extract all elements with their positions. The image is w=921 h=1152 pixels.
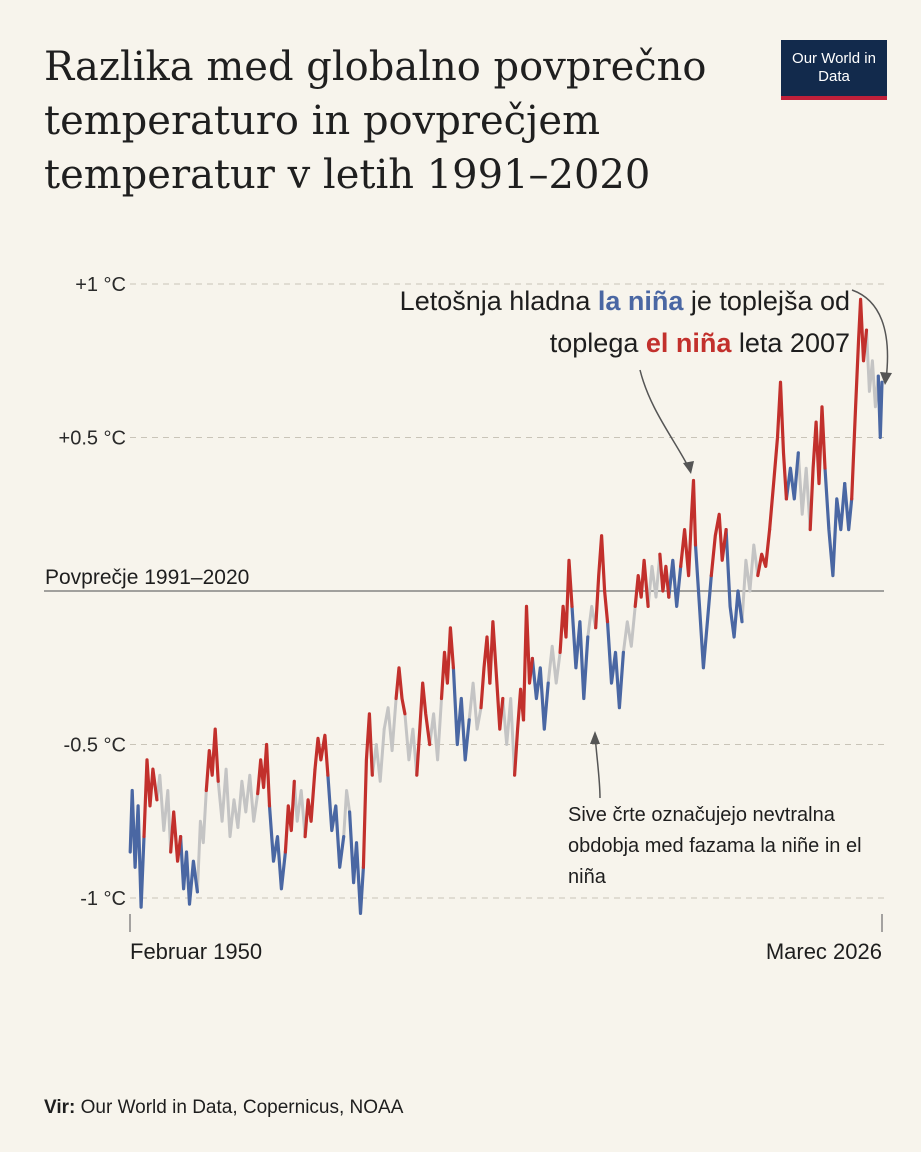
chart-title: Razlika med globalno povprečno temperatu… [44,44,707,198]
series-segment-la-nina [267,804,287,891]
series-segment-neutral [501,697,517,777]
series-segment-neutral [195,789,208,894]
series-segment-el-nino [313,733,330,777]
annotation-arrowhead-2007 [683,461,694,474]
series-segment-el-nino [361,712,374,869]
series-segment-el-nino [439,626,455,701]
series-segment-neutral [740,543,760,624]
series-segment-el-nino [679,478,698,578]
series-segment-el-nino [594,534,610,630]
series-segment-el-nino [142,758,159,839]
series-segment-el-nino [303,767,317,839]
x-tick-label-end: Marec 2026 [766,939,882,964]
series-segment-neutral [236,773,260,829]
series-segment-la-nina [784,451,800,501]
series-segment-la-nina [530,656,550,731]
owid-logo-text: Our World in Data [792,50,876,85]
y-tick-label: +0.5 °C [59,428,126,450]
series-segment-neutral [382,697,398,753]
series-segment-el-nino [512,687,526,777]
series-segment-neutral [646,552,662,608]
annotation-neutral-periods: Sive črte označujejo nevtralna obdobja m… [568,804,862,888]
series-segment-el-nino [256,742,272,808]
series-segment-la-nina [570,604,590,701]
series-segment-la-nina [823,466,847,578]
series-segment-la-nina [128,788,146,909]
series-segment-el-nino [169,810,183,863]
series-segment-neutral [292,779,307,839]
source-line: Vir: Our World in Data, Copernicus, NOAA [44,1097,403,1119]
series-segment-el-nino [709,512,728,578]
series-segment-el-nino [558,558,574,655]
source-label: Vir: [44,1097,76,1118]
series-segment-neutral [586,604,598,639]
series-segment-el-nino [488,620,505,731]
source-text: Our World in Data, Copernicus, NOAA [75,1097,404,1118]
reference-line-label: Povprečje 1991–2020 [45,566,249,589]
series-segment-la-nina [451,666,471,762]
la-nina-highlight: la niña [597,286,684,316]
series-segment-neutral [865,328,880,409]
series-segment-neutral [370,727,386,783]
annotation-line-1: Letošnja hladna la niña je toplejša od [270,280,850,322]
series-segment-neutral [342,789,352,839]
annotation-text: leta 2007 [731,328,850,358]
y-axis-ticks: +1 °C +0.5 °C -0.5 °C -1 °C [59,274,126,910]
series-segment-la-nina [667,558,683,609]
series-segment-la-nina [326,773,346,869]
annotation-arrow-2007 [639,369,691,471]
series-segment-el-nino [283,779,296,854]
series-segment-el-nino [756,527,772,578]
series-segment-neutral [155,773,173,854]
series-segment-neutral [467,681,483,731]
annotation-text: Letošnja hladna [399,286,598,316]
series-segment-la-nina [348,810,365,916]
temperature-series [128,297,884,916]
series-segment-el-nino [394,666,407,716]
y-tick-label: +1 °C [75,274,126,296]
series-segment-neutral [216,767,240,839]
series-segment-la-nina [724,527,744,639]
annotation-text: toplega [549,328,646,358]
annotation-la-nina-vs-el-nino: Letošnja hladna la niña je toplejša od t… [270,280,850,364]
series-segment-el-nino [415,681,432,777]
annotation-arrowhead-current [880,372,892,385]
annotation-line-2: toplega el niña leta 2007 [270,322,850,364]
series-segment-neutral [546,644,562,685]
owid-logo: Our World in Data [781,40,887,100]
series-segment-la-nina [179,834,199,906]
y-tick-label: -1 °C [80,888,126,910]
series-segment-el-nino [850,297,869,501]
el-nino-highlight: el niña [645,328,732,358]
series-segment-neutral [621,604,637,654]
series-segment-el-nino [479,635,492,710]
y-tick-label: -0.5 °C [64,735,126,757]
series-segment-neutral [428,697,443,762]
series-segment-la-nina [605,620,626,710]
series-segment-el-nino [808,405,827,532]
series-segment-la-nina [693,543,713,670]
series-segment-neutral [796,451,812,532]
annotation-text: je toplejša od [683,286,850,316]
series-segment-el-nino [658,552,671,599]
x-tick-label-start: Februar 1950 [130,939,262,964]
series-segment-el-nino [767,380,789,532]
series-segment-el-nino [204,727,220,793]
annotation-arrow-current [851,289,889,381]
series-segment-neutral [403,712,419,777]
annotation-arrowhead-neutral [590,731,600,744]
series-segment-el-nino [633,558,650,609]
series-segment-el-nino [521,604,535,722]
series-segment-la-nina [843,482,854,532]
series-segment-la-nina [876,374,884,440]
